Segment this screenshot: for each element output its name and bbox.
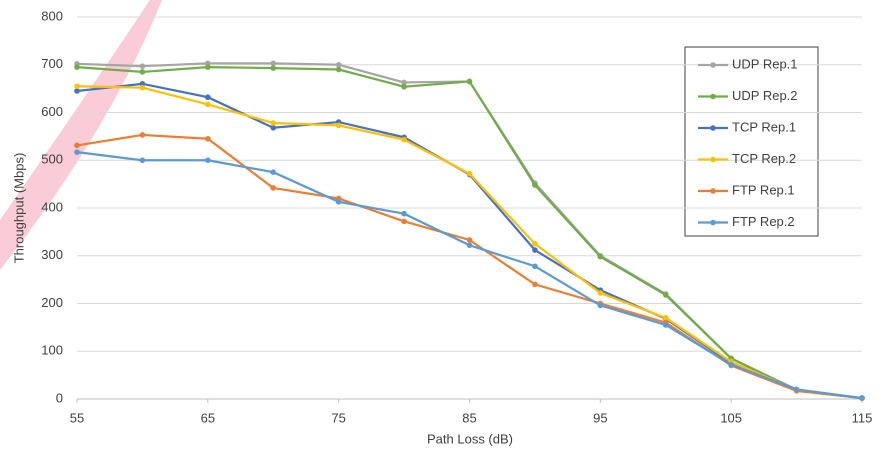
data-point — [532, 241, 538, 247]
x-tick-label: 115 — [852, 410, 873, 425]
data-point — [597, 290, 604, 296]
legend-marker — [710, 125, 716, 131]
data-point — [335, 198, 342, 205]
data-point — [270, 169, 277, 175]
y-tick-label: 400 — [41, 199, 63, 214]
x-tick-label: 55 — [70, 410, 84, 425]
data-point — [401, 79, 407, 86]
y-tick-label: 200 — [41, 295, 63, 310]
data-point — [74, 64, 80, 70]
legend-marker — [710, 93, 716, 100]
data-point — [401, 136, 407, 143]
legend-label: UDP Rep.1 — [732, 56, 798, 71]
data-point — [139, 132, 146, 138]
legend-box — [684, 46, 819, 237]
data-point — [597, 253, 604, 260]
data-point — [139, 63, 146, 69]
data-point — [270, 124, 277, 131]
y-tick-label: 0 — [56, 390, 63, 405]
data-point — [205, 135, 211, 142]
data-point — [205, 64, 211, 70]
x-axis-label: Path Loss (dB) — [427, 431, 513, 446]
data-point — [662, 315, 669, 321]
data-point — [532, 281, 538, 288]
data-point — [401, 218, 407, 225]
data-point — [139, 157, 146, 164]
data-point — [662, 292, 669, 298]
data-point — [139, 84, 146, 91]
data-point — [466, 242, 473, 249]
data-point — [466, 78, 473, 85]
data-point — [270, 185, 277, 191]
data-point — [597, 302, 604, 309]
y-tick-label: 800 — [41, 8, 63, 23]
y-tick-label: 300 — [41, 247, 63, 262]
data-point — [74, 142, 80, 149]
data-point — [74, 149, 80, 155]
x-tick-label: 85 — [462, 410, 476, 425]
decoration-arc — [0, 0, 162, 270]
data-point — [270, 120, 277, 126]
data-point — [793, 386, 800, 393]
y-tick-label: 100 — [41, 343, 63, 358]
x-tick-label: 65 — [201, 410, 215, 425]
data-point — [74, 88, 80, 94]
legend-marker — [710, 156, 716, 163]
data-point — [401, 83, 407, 90]
data-point — [859, 395, 865, 401]
legend-label: TCP Rep.2 — [732, 151, 796, 166]
legend-label: TCP Rep.1 — [732, 119, 796, 134]
data-point — [139, 69, 146, 75]
data-point — [270, 65, 277, 71]
data-point — [335, 66, 342, 73]
y-tick-label: 500 — [41, 152, 63, 167]
x-tick-label: 75 — [331, 410, 345, 425]
legend-label: FTP Rep.1 — [732, 182, 795, 197]
legend-marker — [710, 219, 716, 226]
legend-label: UDP Rep.2 — [732, 88, 798, 103]
data-point — [662, 322, 669, 328]
data-point — [335, 61, 342, 68]
legend-label: FTP Rep.2 — [732, 214, 795, 229]
data-point — [532, 263, 538, 270]
data-point — [205, 94, 211, 101]
data-point — [532, 247, 538, 253]
y-axis-label: Throughput (Mbps) — [11, 153, 26, 264]
data-point — [532, 182, 538, 188]
data-point — [335, 122, 342, 129]
legend-marker — [710, 188, 716, 194]
data-point — [466, 170, 473, 177]
data-point — [466, 237, 473, 243]
x-tick-label: 95 — [593, 410, 607, 425]
x-tick-label: 105 — [720, 410, 742, 425]
data-point — [205, 101, 211, 108]
y-tick-label: 600 — [41, 104, 63, 119]
data-point — [401, 210, 407, 217]
legend-marker — [710, 62, 716, 68]
data-point — [74, 83, 80, 90]
y-tick-label: 700 — [41, 56, 63, 71]
data-point — [270, 60, 277, 67]
data-point — [728, 361, 734, 368]
data-point — [205, 157, 211, 164]
